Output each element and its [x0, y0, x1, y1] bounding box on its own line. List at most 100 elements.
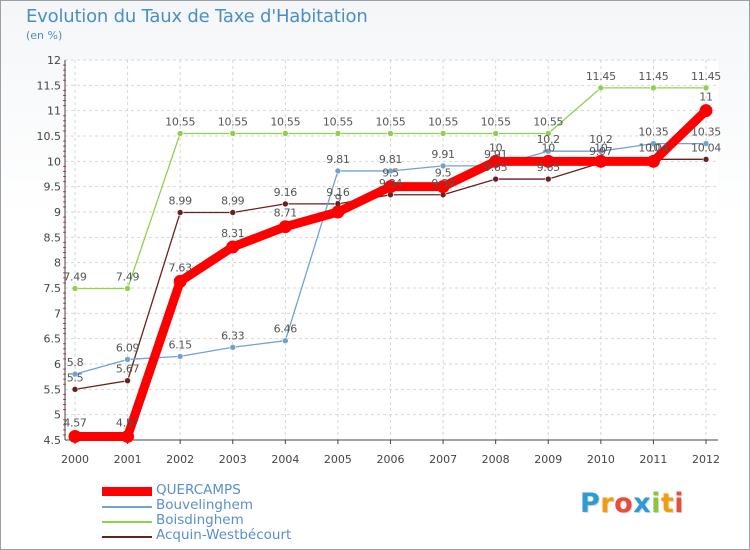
series-quercamps: [68, 104, 713, 443]
series-boisdinghem: [71, 84, 710, 292]
proxiti-logo: Proxiti: [580, 488, 684, 519]
data-point-quercamps: [594, 154, 608, 168]
data-label-quercamps: 11: [699, 91, 712, 104]
data-point-bouvelinghem: [650, 140, 657, 147]
x-tick-label: 2001: [114, 453, 142, 466]
data-point-boisdinghem: [71, 285, 79, 292]
data-point-quercamps: [541, 154, 555, 168]
data-point-bouvelinghem: [597, 147, 605, 155]
data-label-bouvelinghem: 6.46: [274, 323, 298, 336]
data-label-acquin-westb-court: 9.16: [326, 186, 350, 199]
x-tick-label: 2004: [271, 453, 299, 466]
x-tick-label: 2006: [377, 453, 405, 466]
data-point-quercamps: [699, 104, 713, 118]
data-point-bouvelinghem: [334, 167, 342, 175]
data-point-acquin-westb-court: [702, 156, 710, 163]
data-point-quercamps: [646, 154, 660, 168]
data-point-bouvelinghem: [544, 147, 552, 155]
data-point-boisdinghem: [282, 130, 289, 137]
data-label-quercamps: 4.57: [116, 416, 140, 429]
data-point-quercamps: [226, 240, 240, 254]
y-tick-label: 9: [54, 206, 61, 219]
data-label-bouvelinghem: 10.35: [638, 126, 668, 139]
data-label-boisdinghem: 11.45: [586, 70, 616, 83]
data-label-acquin-westb-court: 5.67: [116, 363, 140, 376]
y-tick-label: 5: [54, 409, 61, 422]
data-label-boisdinghem: 10.55: [481, 115, 511, 128]
y-tick-label: 7.5: [44, 282, 62, 295]
data-label-quercamps: 9: [335, 192, 342, 205]
data-label-quercamps: 8.71: [274, 207, 297, 220]
y-tick-label: 11: [47, 105, 61, 118]
data-label-quercamps: 10: [489, 141, 503, 154]
legend-label: Acquin-Westbécourt: [156, 527, 292, 543]
data-point-acquin-westb-court: [492, 175, 499, 183]
y-tick-label: 11.5: [37, 79, 62, 92]
data-label-acquin-westb-court: 9.65: [484, 161, 508, 174]
data-label-quercamps: 7.63: [169, 261, 193, 274]
data-point-quercamps: [121, 429, 135, 443]
data-label-boisdinghem: 11.45: [638, 70, 668, 83]
legend-label: Bouvelinghem: [156, 497, 254, 513]
data-label-boisdinghem: 10.55: [533, 115, 563, 128]
data-point-acquin-westb-court: [229, 209, 237, 216]
data-label-boisdinghem: 10.55: [270, 115, 300, 128]
data-point-boisdinghem: [650, 84, 657, 92]
x-tick-label: 2002: [166, 453, 194, 466]
data-label-quercamps: 10: [594, 141, 608, 154]
data-label-bouvelinghem: 6.33: [221, 329, 245, 342]
data-label-boisdinghem: 10.55: [165, 115, 195, 128]
logo-letter: i: [674, 488, 685, 519]
data-label-boisdinghem: 10.55: [218, 115, 248, 128]
series-bouvelinghem: [71, 140, 710, 378]
data-point-boisdinghem: [387, 130, 394, 137]
logo-letter: o: [614, 488, 634, 519]
data-label-boisdinghem: 10.55: [428, 115, 458, 128]
y-tick-label: 5.5: [44, 383, 62, 396]
data-point-boisdinghem: [439, 130, 447, 137]
data-label-bouvelinghem: 9.81: [326, 153, 349, 166]
data-point-quercamps: [278, 220, 292, 234]
logo-letter: x: [633, 488, 652, 519]
data-label-acquin-westb-court: 10.04: [638, 141, 668, 154]
y-tick-label: 10: [47, 155, 61, 168]
logo-letter: i: [651, 488, 661, 519]
data-label-quercamps: 9.5: [435, 167, 452, 180]
data-point-boisdinghem: [176, 130, 184, 137]
y-tick-label: 4.5: [44, 434, 62, 447]
legend-label: Boisdinghem: [156, 512, 244, 528]
data-label-quercamps: 9.5: [382, 167, 399, 180]
y-tick-label: 6.5: [44, 333, 62, 346]
data-point-quercamps: [331, 205, 345, 219]
data-point-quercamps: [436, 180, 450, 194]
y-tick-label: 8: [54, 257, 61, 270]
legend-swatch: [102, 506, 152, 508]
data-point-boisdinghem: [597, 84, 605, 92]
data-point-quercamps: [68, 429, 82, 443]
data-point-bouvelinghem: [439, 162, 447, 170]
data-label-boisdinghem: 7.49: [116, 271, 140, 284]
x-tick-label: 2007: [429, 453, 457, 466]
x-tick-label: 2008: [482, 453, 510, 466]
data-point-boisdinghem: [702, 84, 710, 92]
chart-title: Evolution du Taux de Taxe d'Habitation: [26, 6, 368, 27]
data-point-boisdinghem: [544, 130, 552, 137]
data-point-acquin-westb-court: [124, 377, 131, 385]
y-tick-label: 8.5: [44, 231, 62, 244]
plot-background: [65, 60, 718, 440]
x-tick-label: 2011: [639, 453, 667, 466]
y-tick-label: 7: [54, 307, 61, 320]
data-point-bouvelinghem: [176, 353, 184, 360]
data-point-bouvelinghem: [282, 337, 289, 344]
data-point-bouvelinghem: [387, 167, 394, 175]
data-label-bouvelinghem: 6.09: [116, 341, 140, 354]
x-tick-label: 2000: [61, 453, 89, 466]
series-layer: [68, 84, 713, 443]
data-point-boisdinghem: [334, 130, 342, 137]
data-label-quercamps: 8.31: [221, 227, 244, 240]
data-label-acquin-westb-court: 8.99: [169, 195, 193, 208]
y-tick-label: 10.5: [37, 130, 62, 143]
data-label-acquin-westb-court: 5.5: [67, 371, 84, 384]
data-point-bouvelinghem: [71, 370, 79, 378]
y-tick-label: 9.5: [44, 181, 62, 194]
